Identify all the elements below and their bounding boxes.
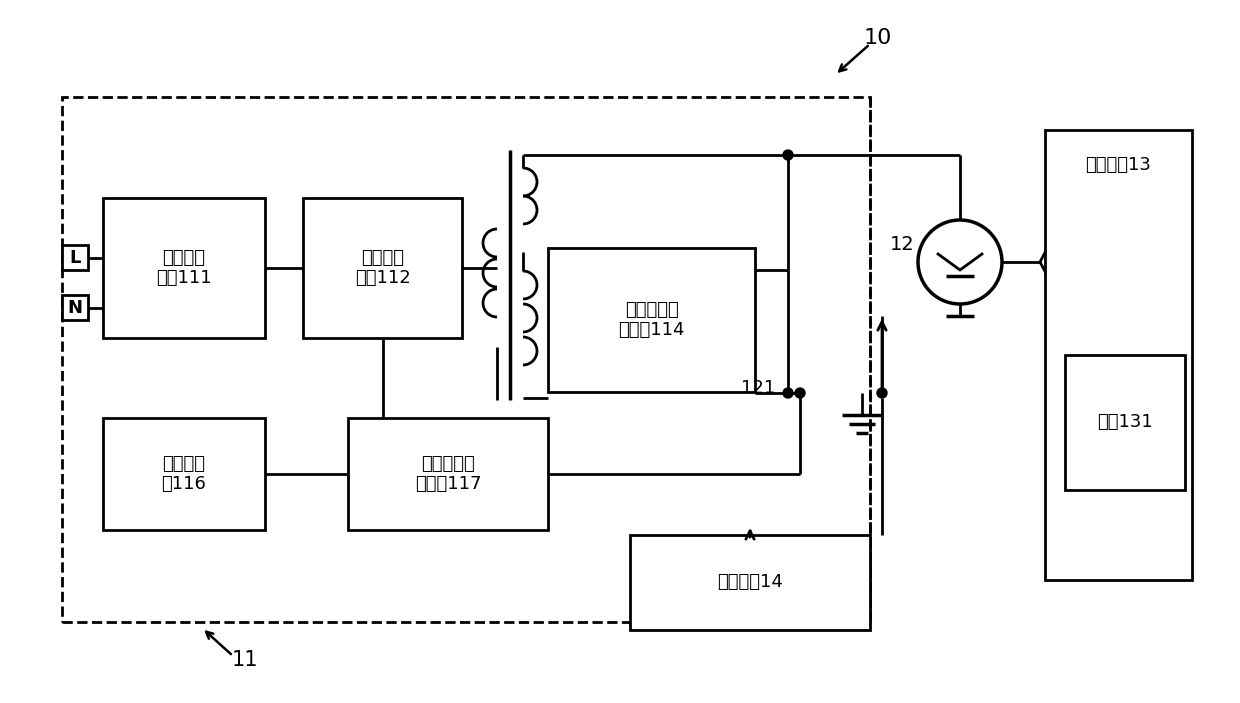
Text: 10: 10 xyxy=(864,28,893,48)
Bar xyxy=(62,245,88,270)
Bar xyxy=(630,535,870,630)
Bar xyxy=(62,97,870,622)
Text: L: L xyxy=(69,249,81,267)
Bar xyxy=(103,418,265,530)
Bar xyxy=(62,295,88,320)
Text: 冷却单制14: 冷却单制14 xyxy=(717,574,782,591)
Text: 功率变换
单元112: 功率变换 单元112 xyxy=(355,249,410,288)
Text: 工作腔体13: 工作腔体13 xyxy=(1085,156,1151,174)
Circle shape xyxy=(877,388,887,398)
Bar xyxy=(1065,355,1185,490)
Text: 内部控制
器116: 内部控制 器116 xyxy=(161,455,206,494)
Bar xyxy=(103,198,265,338)
Bar xyxy=(348,418,548,530)
Circle shape xyxy=(782,388,794,398)
Text: 高压整流滤
波单元114: 高压整流滤 波单元114 xyxy=(619,301,684,340)
Bar xyxy=(548,248,755,392)
Bar xyxy=(303,198,463,338)
Text: 11: 11 xyxy=(232,650,258,670)
Text: N: N xyxy=(67,299,83,317)
Circle shape xyxy=(795,388,805,398)
Text: 整流滤波
单元111: 整流滤波 单元111 xyxy=(156,249,212,288)
Bar xyxy=(1045,130,1192,580)
Circle shape xyxy=(782,150,794,160)
Text: 12: 12 xyxy=(889,235,914,254)
Text: 负载131: 负载131 xyxy=(1097,413,1153,432)
Text: 121: 121 xyxy=(740,379,775,397)
Text: 第一电流采
样电路117: 第一电流采 样电路117 xyxy=(414,455,481,494)
